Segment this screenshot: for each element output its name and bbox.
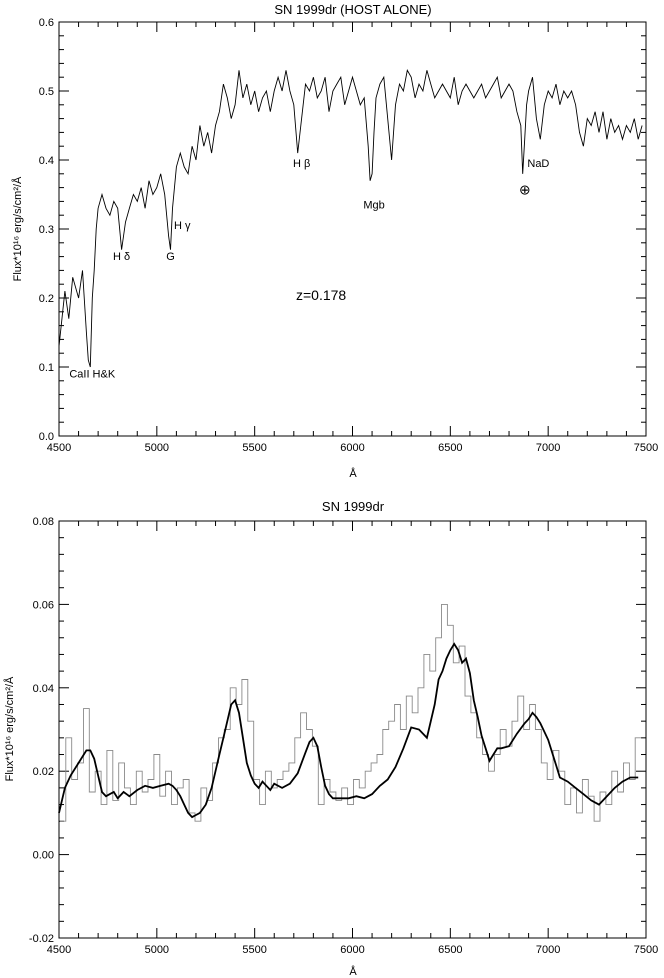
y-tick-label-top-1: 0.1 bbox=[39, 362, 54, 374]
plot-frame-top bbox=[58, 21, 647, 437]
host-spectrum-panel: SN 1999dr (HOST ALONE) 0.00.10.20.30.40.… bbox=[11, 2, 658, 480]
y-axis-top: 0.0 0.1 0.2 0.3 0.4 0.5 0.6 bbox=[39, 17, 646, 443]
x-tick-label-bottom-6: 7500 bbox=[634, 944, 658, 956]
sn-spectrum-panel: SN 1999dr -0.02 0.00 0.02 0.04 0.06 0.08 4500… bbox=[3, 499, 658, 978]
chart-title-bottom: SN 1999dr bbox=[322, 499, 385, 514]
y-tick-label-top-3: 0.3 bbox=[39, 224, 54, 236]
x-axis-label-bottom: Å bbox=[349, 965, 357, 978]
line-annotation-2: G bbox=[166, 251, 175, 263]
x-tick-label-top-5: 7000 bbox=[536, 442, 560, 454]
annotations-top: CaII H&K H δ G H γ H β Mgb ⊕ NaD bbox=[69, 158, 549, 380]
y-tick-label-bottom-0: -0.02 bbox=[29, 933, 54, 945]
x-axis-top: 4500 5000 5500 6000 6500 7000 7500 bbox=[47, 22, 658, 454]
x-tick-label-bottom-0: 4500 bbox=[47, 944, 71, 956]
series-line-bottom-0 bbox=[60, 603, 642, 822]
x-tick-label-top-0: 4500 bbox=[47, 442, 71, 454]
y-tick-label-top-4: 0.4 bbox=[39, 155, 54, 167]
y-tick-label-top-6: 0.6 bbox=[39, 17, 54, 29]
x-axis-bottom: 4500 5000 5500 6000 6500 7000 7500 bbox=[47, 521, 658, 956]
chart-title-top: SN 1999dr (HOST ALONE) bbox=[274, 2, 431, 17]
x-tick-label-bottom-1: 5000 bbox=[145, 944, 169, 956]
x-tick-label-top-1: 5000 bbox=[145, 442, 169, 454]
line-annotation-4: H β bbox=[293, 158, 310, 170]
line-annotation-6: ⊕ bbox=[519, 182, 531, 198]
series-group-bottom bbox=[58, 603, 642, 822]
series-line-bottom-1 bbox=[58, 642, 639, 819]
line-annotation-0: CaII H&K bbox=[69, 368, 116, 380]
line-annotation-5: Mgb bbox=[363, 199, 384, 211]
x-tick-label-bottom-3: 6000 bbox=[340, 944, 364, 956]
x-tick-label-bottom-2: 5500 bbox=[242, 944, 266, 956]
x-tick-label-bottom-5: 7000 bbox=[536, 944, 560, 956]
y-tick-label-bottom-1: 0.00 bbox=[33, 850, 54, 862]
series-line-top-0 bbox=[58, 69, 643, 368]
y-axis-bottom: -0.02 0.00 0.02 0.04 0.06 0.08 bbox=[29, 516, 646, 945]
redshift-annotation: z=0.178 bbox=[296, 287, 346, 303]
x-axis-label-top: Å bbox=[349, 467, 357, 480]
x-tick-label-top-3: 6000 bbox=[340, 442, 364, 454]
y-tick-label-bottom-2: 0.02 bbox=[33, 766, 54, 778]
plot-frame-bottom bbox=[58, 520, 647, 939]
y-axis-label-top: Flux*10¹⁶ erg/s/cm²/Å bbox=[11, 176, 24, 281]
y-tick-label-top-5: 0.5 bbox=[39, 86, 54, 98]
line-annotation-1: H δ bbox=[113, 251, 130, 263]
series-group-top bbox=[58, 69, 643, 368]
x-tick-label-top-2: 5500 bbox=[242, 442, 266, 454]
y-tick-label-top-0: 0.0 bbox=[39, 431, 54, 443]
y-tick-label-bottom-4: 0.06 bbox=[33, 599, 54, 611]
y-tick-label-top-2: 0.2 bbox=[39, 293, 54, 305]
line-annotation-3: H γ bbox=[174, 220, 191, 232]
x-tick-label-bottom-4: 6500 bbox=[438, 944, 462, 956]
line-annotation-7: NaD bbox=[527, 158, 549, 170]
x-tick-label-top-4: 6500 bbox=[438, 442, 462, 454]
x-tick-label-top-6: 7500 bbox=[634, 442, 658, 454]
y-tick-label-bottom-5: 0.08 bbox=[33, 516, 54, 528]
y-axis-label-bottom: Flux*10¹⁶ erg/s/cm²/Å bbox=[3, 676, 16, 781]
y-tick-label-bottom-3: 0.04 bbox=[33, 683, 54, 695]
